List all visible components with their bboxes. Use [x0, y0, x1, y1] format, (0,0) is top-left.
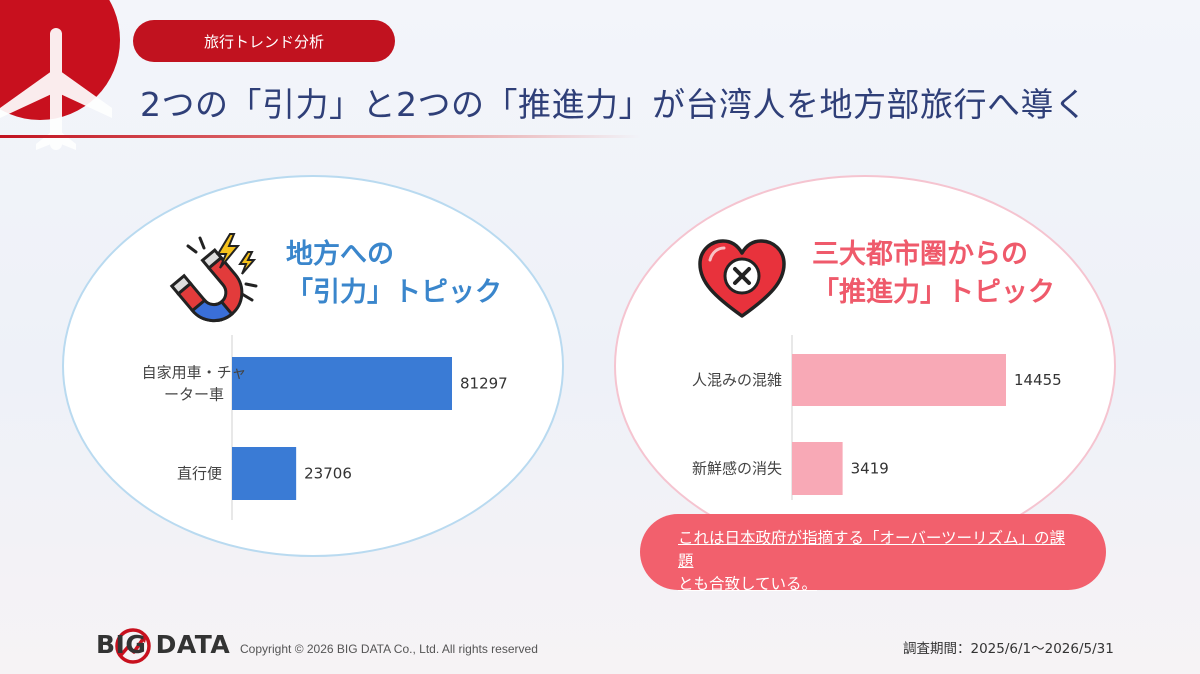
overtourism-note: これは日本政府が指摘する「オーバーツーリズム」の課題 とも合致している。 [640, 514, 1106, 593]
copyright-text: Copyright © 2026 BIG DATA Co., Ltd. All … [240, 642, 538, 656]
magnet-icon [169, 233, 258, 323]
data-label-1: 23706 [304, 465, 352, 483]
big-data-logo-icon [115, 628, 151, 664]
airplane-corner-decoration [0, 0, 120, 150]
section-tag: 旅行トレンド分析 [133, 20, 395, 62]
airplane-icon [0, 28, 112, 150]
bar-0 [792, 354, 1006, 406]
bar-0 [232, 357, 452, 410]
bar-1 [232, 447, 297, 500]
bar-1 [792, 442, 843, 495]
title-underline [0, 135, 640, 138]
category-label-0: 人混みの混雑 [692, 371, 782, 389]
data-label-0: 81297 [460, 375, 508, 393]
category-label-1: 直行便 [177, 465, 222, 483]
data-label-1: 3419 [851, 460, 889, 478]
pull-topic-bar-chart: 81297 自家用車・チャーター車 23706 直行便 [142, 335, 508, 520]
category-label-1: 新鮮感の消失 [692, 460, 782, 478]
heart-x-icon [698, 239, 786, 318]
push-topic-bar-chart: 14455 人混みの混雑 3419 新鮮感の消失 [692, 335, 1062, 500]
brand-name: BIG DATA [96, 630, 231, 659]
page-title: 2つの「引力」と2つの「推進力」が台湾人を地方部旅行へ導く [140, 85, 1088, 124]
pull-topic-title: 地方への 「引力」トピック [286, 239, 502, 308]
push-topic-title: 三大都市圏からの 「推進力」トピック [812, 239, 1055, 308]
data-label-0: 14455 [1014, 371, 1062, 389]
survey-period: 調査期間：2025/6/1～2026/5/31 [903, 641, 1114, 657]
category-label-0: 自家用車・チャーター車 [142, 364, 247, 404]
